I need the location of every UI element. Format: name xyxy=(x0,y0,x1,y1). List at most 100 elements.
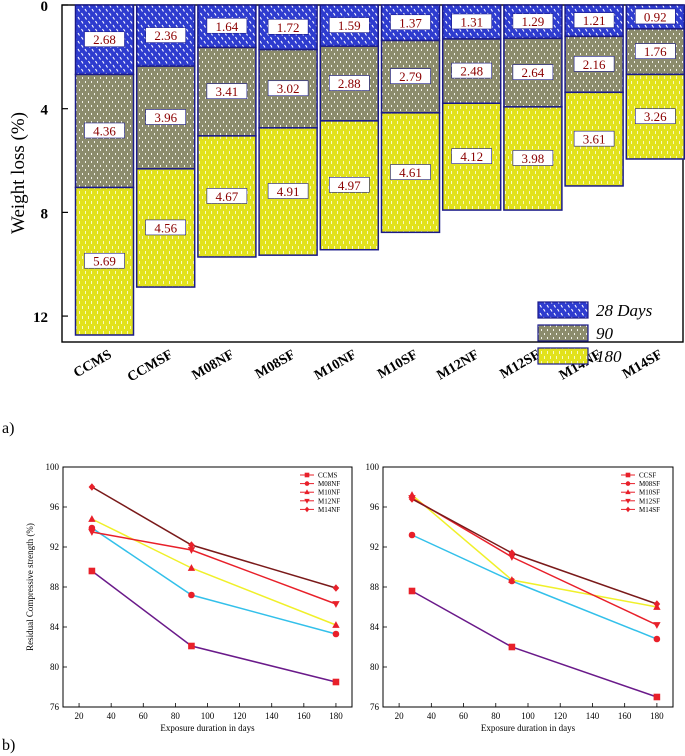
x-tick-label: 100 xyxy=(521,711,535,721)
y-axis-title: Weight loss (%) xyxy=(8,112,29,234)
x-tick-label: 160 xyxy=(297,711,311,721)
y-tick-label: 88 xyxy=(370,582,380,592)
data-point xyxy=(304,506,310,513)
y-tick-label: 96 xyxy=(370,502,380,512)
data-label-box xyxy=(328,176,370,193)
data-label: 1.76 xyxy=(644,44,667,59)
panel-label-a: a) xyxy=(2,420,15,437)
data-point xyxy=(188,591,195,599)
data-label: 2.64 xyxy=(522,65,545,80)
legend-swatch xyxy=(537,301,589,319)
x-tick-label: 180 xyxy=(650,711,664,721)
data-point xyxy=(187,547,196,554)
y-tick-label: 92 xyxy=(50,542,59,552)
line-chart-frame xyxy=(62,466,353,708)
data-label: 4.97 xyxy=(338,178,361,193)
data-point xyxy=(304,481,310,486)
legend-label: M08SF xyxy=(639,480,660,488)
data-point xyxy=(625,506,631,513)
data-label: 3.98 xyxy=(522,151,545,166)
data-label: 3.26 xyxy=(644,109,667,124)
data-label: 2.36 xyxy=(154,28,177,43)
y-tick-label: 88 xyxy=(50,582,60,592)
series-line xyxy=(91,570,337,683)
y-axis-title: Residual Compressive strength (%) xyxy=(25,523,35,651)
y-tick-label: 84 xyxy=(50,622,60,632)
y-tick-label: 8 xyxy=(41,206,49,222)
data-label-box xyxy=(328,75,370,91)
data-point xyxy=(653,635,661,643)
legend-label: M14SF xyxy=(639,506,660,514)
data-label-box xyxy=(573,12,615,28)
data-point xyxy=(625,489,631,495)
data-label: 3.96 xyxy=(154,110,177,125)
y-tick-label: 80 xyxy=(50,662,60,672)
data-label-box xyxy=(512,64,554,80)
x-tick-label: 120 xyxy=(233,711,247,721)
data-label: 3.41 xyxy=(216,84,239,99)
data-point xyxy=(332,621,340,628)
data-label-box xyxy=(328,17,370,33)
legend-label: M10NF xyxy=(318,489,340,497)
legend-label: CCSF xyxy=(639,472,656,480)
data-point xyxy=(88,515,96,522)
y-tick-label: 0 xyxy=(41,0,49,15)
y-tick-label: 84 xyxy=(370,622,380,632)
data-point xyxy=(653,600,661,608)
data-label-box xyxy=(573,130,615,147)
data-label-box xyxy=(390,68,431,84)
data-label: 5.69 xyxy=(93,254,116,269)
data-point xyxy=(88,483,96,491)
data-label: 2.48 xyxy=(460,64,483,79)
y-tick-label: 12 xyxy=(33,310,48,326)
x-tick-label: M12NF xyxy=(434,347,481,383)
data-point xyxy=(408,495,416,503)
x-tick-label: 40 xyxy=(427,711,437,721)
data-label-box xyxy=(84,31,125,48)
data-label: 3.61 xyxy=(583,132,606,147)
x-axis-title: Exposure duration in days xyxy=(160,723,255,733)
x-tick-label: 80 xyxy=(171,711,181,721)
data-point xyxy=(187,564,196,571)
data-label: 2.68 xyxy=(93,32,116,47)
data-point xyxy=(88,529,96,536)
legend-label: M12NF xyxy=(318,497,340,505)
data-label-box xyxy=(451,62,493,79)
legend-label: M12SF xyxy=(639,497,660,505)
data-point xyxy=(332,584,340,592)
y-tick-label: 100 xyxy=(46,462,60,472)
data-label-box xyxy=(267,18,309,35)
data-label: 4.67 xyxy=(216,189,239,204)
x-axis-title: Exposure duration in days xyxy=(481,723,576,733)
data-label: 4.61 xyxy=(399,165,422,180)
data-label-box xyxy=(390,164,431,180)
data-label: 4.56 xyxy=(154,220,177,235)
x-tick-label: 120 xyxy=(553,711,567,721)
x-tick-label: 100 xyxy=(201,711,215,721)
x-tick-label: M14SF xyxy=(620,347,665,382)
data-label-box xyxy=(267,183,309,199)
x-tick-label: 40 xyxy=(107,711,117,721)
data-point xyxy=(188,642,195,650)
x-tick-label: M10SF xyxy=(375,347,420,382)
data-label-box xyxy=(84,122,125,139)
data-point xyxy=(508,549,516,557)
data-label-box xyxy=(206,188,248,204)
legend-swatch xyxy=(537,347,589,365)
data-point xyxy=(508,554,516,561)
data-label: 1.59 xyxy=(338,18,361,33)
x-tick-label: 20 xyxy=(395,711,405,721)
data-label: 4.91 xyxy=(277,184,300,199)
x-tick-label: M08NF xyxy=(190,347,237,383)
x-tick-label: 80 xyxy=(491,711,501,721)
x-tick-label: CCMSF xyxy=(125,347,176,385)
data-point xyxy=(653,622,661,629)
data-label: 2.79 xyxy=(399,69,422,84)
y-tick-label: 80 xyxy=(370,662,380,672)
data-label: 1.72 xyxy=(277,20,300,35)
data-point xyxy=(408,587,416,595)
legend-label: 28 Days xyxy=(596,301,653,320)
data-label-box xyxy=(206,17,248,34)
data-point xyxy=(625,472,631,478)
data-label-box xyxy=(267,80,309,97)
